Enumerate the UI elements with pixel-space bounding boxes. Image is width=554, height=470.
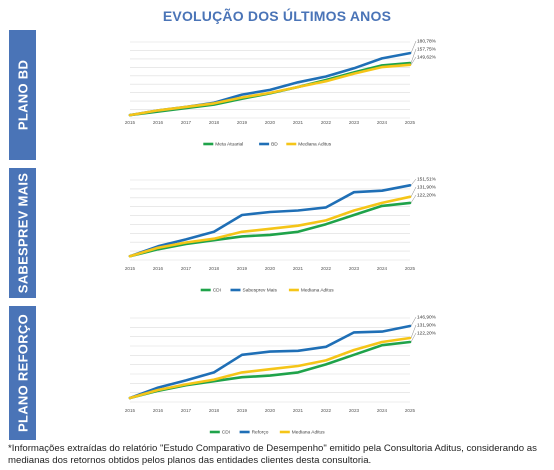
x-tick-label: 2020 xyxy=(265,266,276,271)
x-tick-label: 2017 xyxy=(181,408,192,413)
x-tick-label: 2023 xyxy=(349,120,360,125)
chart-panel-sabesprev-mais: 2015 2016 2017 2018 2019 2020 2021 2022 2023 2024… xyxy=(118,174,437,294)
x-tick-label: 2019 xyxy=(237,266,248,271)
x-tick-label: 2024 xyxy=(377,120,388,125)
x-tick-label: 2019 xyxy=(237,120,248,125)
legend-label: Meta Atuarial xyxy=(215,142,243,148)
leader-line xyxy=(410,178,417,186)
series-line-3 xyxy=(128,63,412,117)
x-tick-label: 2015 xyxy=(125,120,136,125)
chart-panel-plano-bd: 2015 2016 2017 2018 2019 2020 2021 2022 2023 2024… xyxy=(118,36,437,156)
end-value-label: 122,20% xyxy=(417,193,437,199)
leader-line xyxy=(410,48,417,64)
band-label-plano-bd: PLANO BD xyxy=(15,59,30,131)
x-tick-label: 2019 xyxy=(237,408,248,413)
x-tick-label: 2015 xyxy=(125,408,136,413)
end-value-label: 149,62% xyxy=(417,55,437,61)
leader-line xyxy=(410,324,417,339)
x-tick-label: 2024 xyxy=(377,408,388,413)
legend-label: Mediana Aditus xyxy=(301,288,334,294)
x-tick-label: 2021 xyxy=(293,266,304,271)
x-tick-label: 2022 xyxy=(321,408,332,413)
series-line-3 xyxy=(128,336,412,400)
leader-line xyxy=(410,186,417,197)
legend-label: CDI xyxy=(222,430,230,436)
x-tick-label: 2020 xyxy=(265,120,276,125)
band-label-sabesprev-mais: SABESPREV MAIS xyxy=(15,172,30,294)
x-tick-label: 2016 xyxy=(153,408,164,413)
legend-label: CDI xyxy=(213,288,221,294)
band-plano-bd: PLANO BD xyxy=(9,30,36,160)
legend-label: Mediana Aditus xyxy=(298,142,331,148)
chart-plano-reforco: 2015 2016 2017 2018 2019 2020 2021 2022 2023 2024… xyxy=(125,315,437,436)
band-plano-reforco: PLANO REFORÇO xyxy=(9,306,36,440)
x-tick-label: 2020 xyxy=(265,408,276,413)
x-tick-label: 2025 xyxy=(405,266,416,271)
leader-line xyxy=(410,316,417,327)
legend-label: Mediana Aditus xyxy=(292,430,325,436)
footnote: *Informações extraídas do relatório "Est… xyxy=(8,443,537,466)
end-value-label: 157,75% xyxy=(417,47,437,53)
x-tick-label: 2018 xyxy=(209,120,220,125)
legend-label: Reforço xyxy=(252,430,269,436)
page-title: EVOLUÇÃO DOS ÚLTIMOS ANOS xyxy=(162,8,392,24)
band-sabesprev-mais: SABESPREV MAIS xyxy=(9,168,36,298)
leader-line xyxy=(410,56,417,65)
legend-label: BD xyxy=(271,142,278,148)
x-tick-label: 2018 xyxy=(209,266,220,271)
x-tick-label: 2016 xyxy=(153,120,164,125)
end-value-label: 122,20% xyxy=(417,331,437,337)
end-value-label: 131,90% xyxy=(417,185,437,191)
x-tick-label: 2025 xyxy=(405,408,416,413)
x-tick-label: 2025 xyxy=(405,120,416,125)
legend-label: Sabesprev Mais xyxy=(243,288,278,294)
leader-line xyxy=(410,40,417,54)
x-tick-label: 2018 xyxy=(209,408,220,413)
x-tick-label: 2021 xyxy=(293,120,304,125)
x-tick-label: 2022 xyxy=(321,266,332,271)
end-value-label: 151,51% xyxy=(417,177,437,183)
x-tick-label: 2021 xyxy=(293,408,304,413)
series-line-2 xyxy=(128,184,412,258)
x-tick-label: 2022 xyxy=(321,120,332,125)
x-tick-label: 2015 xyxy=(125,266,136,271)
x-tick-label: 2023 xyxy=(349,408,360,413)
series-line-1 xyxy=(128,201,412,258)
chart-panel-plano-reforco: 2015 2016 2017 2018 2019 2020 2021 2022 2023 2024… xyxy=(118,312,437,436)
end-value-label: 146,90% xyxy=(417,315,437,321)
x-tick-label: 2017 xyxy=(181,266,192,271)
x-tick-label: 2017 xyxy=(181,120,192,125)
end-value-label: 131,90% xyxy=(417,323,437,329)
x-tick-label: 2024 xyxy=(377,266,388,271)
band-label-plano-reforco: PLANO REFORÇO xyxy=(15,313,30,433)
x-tick-label: 2016 xyxy=(153,266,164,271)
leader-line xyxy=(410,194,417,203)
chart-plano-bd: 2015 2016 2017 2018 2019 2020 2021 2022 2023 2024… xyxy=(125,39,437,148)
x-tick-label: 2023 xyxy=(349,266,360,271)
leader-line xyxy=(410,332,417,343)
chart-sabesprev-mais: 2015 2016 2017 2018 2019 2020 2021 2022 2023 2024… xyxy=(125,177,437,294)
series-line-2 xyxy=(128,324,412,400)
series-line-3 xyxy=(128,195,412,258)
end-value-label: 180,78% xyxy=(417,39,437,45)
